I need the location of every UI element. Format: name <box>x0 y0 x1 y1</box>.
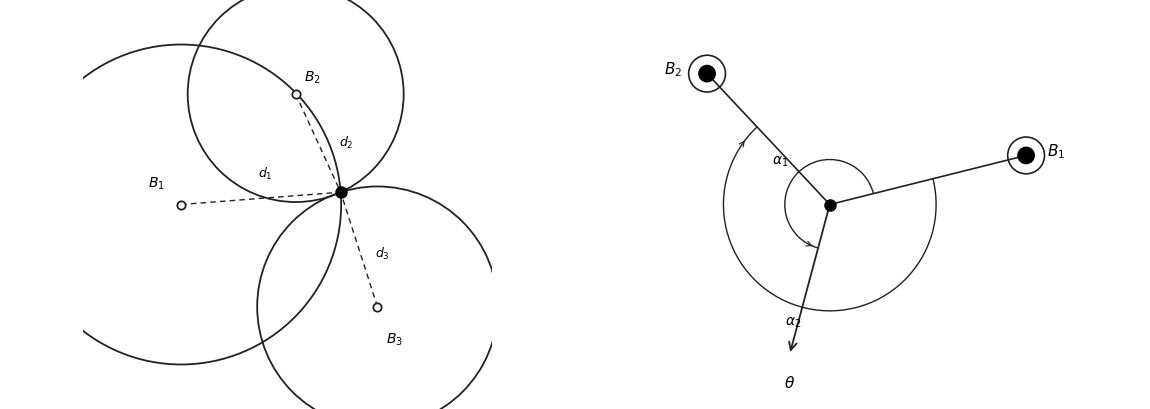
Text: $B_2$: $B_2$ <box>304 70 321 86</box>
Text: $d_2$: $d_2$ <box>338 135 353 151</box>
Text: $\alpha_1$: $\alpha_1$ <box>773 154 789 169</box>
Text: $B_1$: $B_1$ <box>1046 142 1065 161</box>
Text: $\alpha_2$: $\alpha_2$ <box>784 316 802 330</box>
Text: $\theta$: $\theta$ <box>784 375 795 391</box>
Text: $d_3$: $d_3$ <box>375 245 390 262</box>
Circle shape <box>1018 147 1034 164</box>
Text: $d_1$: $d_1$ <box>258 166 273 182</box>
Text: $B_3$: $B_3$ <box>385 331 402 348</box>
Text: $B_1$: $B_1$ <box>148 176 164 192</box>
Text: $B_2$: $B_2$ <box>665 60 683 79</box>
Circle shape <box>699 65 715 82</box>
